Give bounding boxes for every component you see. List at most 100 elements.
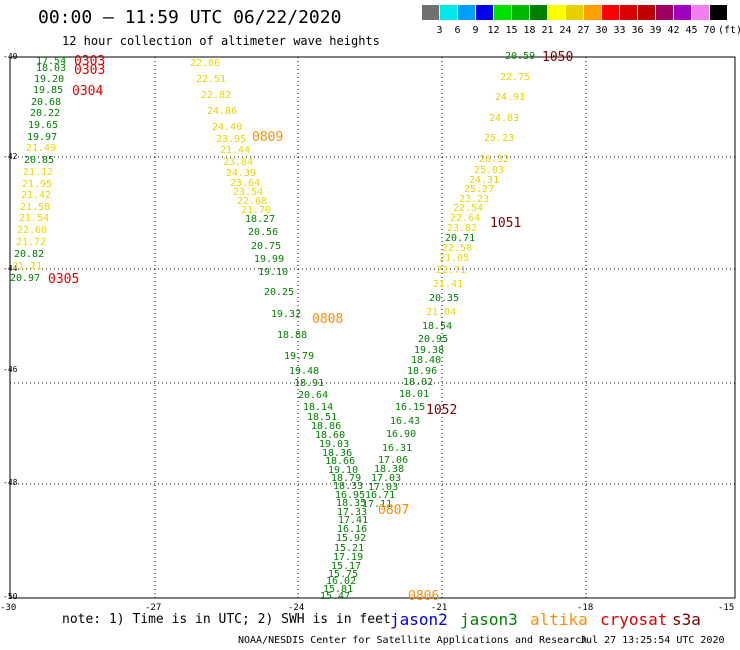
wave-height-value: 16.16 [337,524,368,535]
timestamp-text: Jul 27 13:25:54 UTC 2020 [580,635,725,646]
wave-height-value: 19.79 [284,351,315,362]
wave-height-value: 19.38 [414,345,445,356]
wave-height-value: 16.90 [386,429,417,440]
wave-height-value: 23.54 [233,187,264,198]
wave-height-value: 21.21 [12,261,43,272]
wave-height-value: 19.99 [254,254,285,265]
wave-height-value: 18.35 [336,498,367,509]
scale-label: 42 [667,25,680,36]
wave-height-value: 20.75 [251,241,282,252]
footer-note: note: 1) Time is in UTC; 2) SWH is in fe… [62,612,391,627]
wave-height-value: 18.54 [422,321,453,332]
wave-height-value: 21.70 [241,205,272,216]
wave-height-value: 17.54 [36,56,67,67]
pass-label: 0808 [312,312,344,327]
wave-height-value: 17.06 [378,455,409,466]
scale-label: 33 [613,25,626,36]
pass-label: 0809 [252,130,284,145]
wave-height-value: 22.64 [450,213,481,224]
wave-height-value: 22.50 [442,243,473,254]
wave-height-value: 23.95 [216,134,247,145]
latitude-label: -48 [3,478,18,487]
wave-height-value: 18.91 [294,378,325,389]
wave-height-value: 20.82 [14,249,45,260]
scale-swatch [422,5,439,20]
wave-height-value: 15.21 [334,543,365,554]
wave-height-value: 22.86 [190,58,221,69]
wave-height-value: 21.95 [22,179,53,190]
wave-height-value: 18.03 [36,63,67,74]
wave-height-value: 17.33 [337,507,368,518]
wave-height-value: 20.97 [10,273,41,284]
wave-height-value: 17.41 [338,515,369,526]
pass-label: 0303 [74,63,106,78]
wave-height-value: 18.51 [307,412,338,423]
scale-swatch [458,5,475,20]
wave-height-value: 26.32 [479,154,510,165]
longitude-label: -15 [718,603,735,613]
wave-height-value: 19.48 [289,366,320,377]
wave-height-value: 23.23 [459,194,490,205]
legend-jason2: jason2 [390,610,448,629]
scale-swatch [494,5,511,20]
scale-swatch [548,5,565,20]
scale-label: 3 [436,25,443,36]
longitude-label: -21 [431,603,448,613]
wave-height-value: 18.66 [325,456,356,467]
wave-height-value: 25.27 [464,184,495,195]
wave-height-value: 19.10 [328,465,359,476]
wave-height-value: 25.23 [484,133,515,144]
wave-height-value: 23.64 [230,178,261,189]
wave-height-value: 20.35 [429,293,460,304]
wave-height-value: 18.36 [322,448,353,459]
wave-height-value: 17.03 [368,482,399,493]
wave-height-value: 21.05 [439,253,470,264]
scale-label: 27 [577,25,590,36]
longitude-label: -27 [145,603,162,613]
wave-height-value: 22.82 [201,90,232,101]
wave-height-value: 24.31 [469,175,500,186]
wave-height-value: 21.04 [426,307,457,318]
scale-swatch [566,5,583,20]
wave-height-value: 22.60 [17,225,48,236]
pass-label: 0304 [72,84,104,99]
wave-height-value: 17.19 [333,552,364,563]
map-title: 00:00 – 11:59 UTC 06/22/2020 [38,7,342,28]
wave-height-value: 22.75 [500,72,531,83]
wave-height-value: 16.02 [326,576,357,587]
legend-s3a: s3a [672,610,701,629]
map-border [9,56,736,599]
wave-height-value: 20.95 [418,334,449,345]
wave-height-value: 18.14 [303,402,334,413]
wave-height-value: 19.65 [28,120,59,131]
scale-swatch [440,5,457,20]
wave-height-value: 18.60 [315,430,346,441]
longitude-label: -18 [577,603,594,613]
wave-height-value: 22.51 [196,74,227,85]
wave-height-value: 24.83 [489,113,520,124]
pass-label: 1050 [542,50,574,65]
scale-label: 70 [703,25,716,36]
latitude-label: -40 [3,52,18,61]
wave-height-value: 19.97 [27,132,58,143]
wave-height-value: 19.85 [33,85,64,96]
wave-height-value: 20.22 [30,108,61,119]
credit-text: NOAA/NESDIS Center for Satellite Applica… [238,635,588,646]
wave-height-value: 20.56 [248,227,279,238]
wave-height-value: 18.27 [245,214,276,225]
wave-height-value: 16.43 [390,416,421,427]
scale-swatch [656,5,673,20]
wave-height-value: 16.95 [335,490,366,501]
wave-height-value: 18.86 [311,421,342,432]
pass-label: 0305 [48,272,80,287]
wave-height-value: 18.88 [277,330,308,341]
pass-label: 0806 [408,589,440,604]
wave-height-value: 15.47 [320,591,351,602]
map-subtitle: 12 hour collection of altimeter wave hei… [62,34,380,48]
wave-height-value: 21.41 [433,279,464,290]
pass-label: 1051 [490,216,522,231]
wave-height-value: 19.03 [319,439,350,450]
scale-label: 9 [472,25,479,36]
wave-height-value: 15.17 [331,561,362,572]
legend-altika: altika [530,610,588,629]
